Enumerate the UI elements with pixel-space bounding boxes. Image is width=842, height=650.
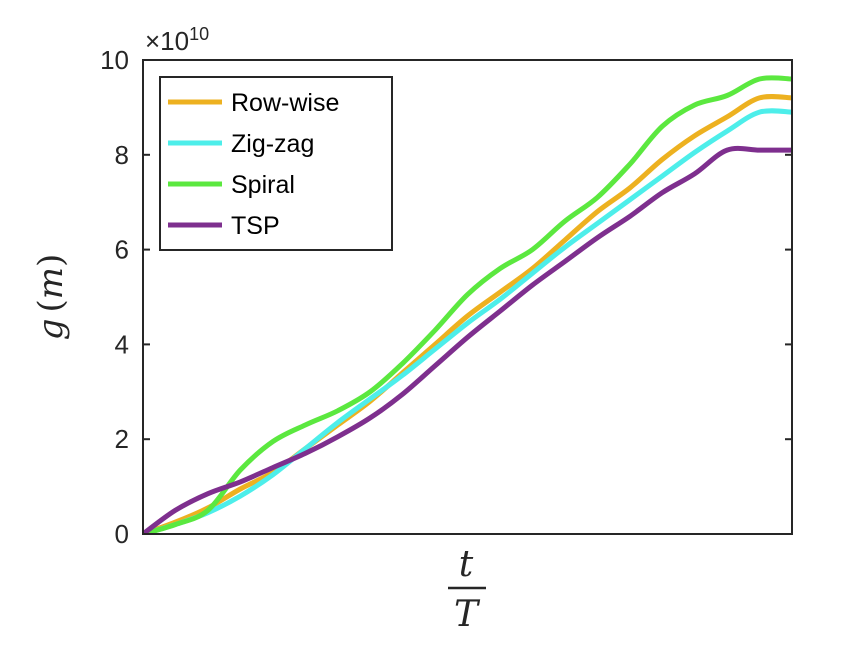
series-line-zig-zag xyxy=(143,108,792,534)
y-exponent-power: 10 xyxy=(189,24,209,44)
y-axis-label-close: ) xyxy=(31,254,71,267)
series-group xyxy=(143,75,792,534)
x-axis-label-numerator: t xyxy=(459,544,474,585)
y-axis-label: g (m) xyxy=(31,254,71,341)
x-axis-label-denominator: T xyxy=(454,594,481,635)
y-axis-label-open: ( xyxy=(31,299,71,312)
y-tick-label: 8 xyxy=(115,140,129,170)
legend-items: Row-wise Zig-zag Spiral TSP xyxy=(168,89,339,240)
y-exponent-base: ×10 xyxy=(145,26,189,56)
legend: Row-wise Zig-zag Spiral TSP xyxy=(159,76,393,251)
legend-box xyxy=(159,76,393,251)
y-tick-label: 4 xyxy=(115,329,129,359)
y-tick-label: 0 xyxy=(115,519,129,549)
y-axis-label-arg: m xyxy=(31,267,71,299)
legend-label: TSP xyxy=(231,212,280,240)
y-ticks: 0 2 4 6 8 10 xyxy=(100,45,792,549)
y-axis-label-var: g xyxy=(31,319,71,341)
y-tick-label: 2 xyxy=(115,424,129,454)
series-line-tsp xyxy=(143,145,792,534)
y-exponent-label: ×1010 xyxy=(145,24,209,56)
y-tick-label: 6 xyxy=(115,235,129,265)
y-tick-label: 10 xyxy=(100,45,129,75)
series-line-row-wise xyxy=(143,94,792,534)
series-line-spiral xyxy=(143,75,792,534)
x-axis-label: t T xyxy=(448,544,486,635)
legend-label: Row-wise xyxy=(231,89,339,117)
axes-frame xyxy=(142,59,793,535)
legend-label: Spiral xyxy=(231,171,295,199)
legend-label: Zig-zag xyxy=(231,130,314,158)
